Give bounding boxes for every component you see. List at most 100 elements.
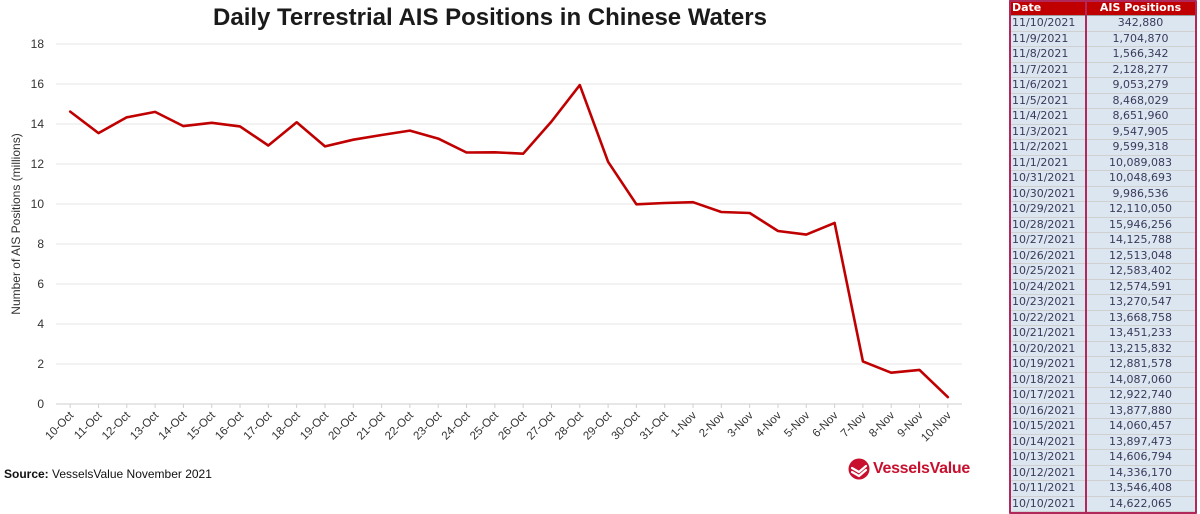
cell-ais-positions: 9,053,279 [1085, 77, 1196, 94]
cell-date: 10/19/2021 [1009, 356, 1086, 373]
cell-date: 10/17/2021 [1009, 387, 1086, 404]
y-tick-label: 16 [31, 77, 45, 91]
cell-date: 10/12/2021 [1009, 464, 1086, 481]
cell-ais-positions: 10,048,693 [1085, 170, 1196, 187]
x-tick-label: 10-Nov [919, 409, 954, 444]
x-tick-label: 25-Oct [468, 409, 501, 442]
y-tick-label: 18 [31, 37, 45, 51]
cell-ais-positions: 13,546,408 [1085, 480, 1196, 497]
table-row: 11/2/2021 9,599,318 [1009, 139, 1196, 156]
x-tick-label: 23-Oct [411, 409, 444, 442]
x-tick-label: 1-Nov [669, 409, 699, 439]
cell-ais-positions: 12,881,578 [1085, 356, 1196, 373]
x-tick-label: 4-Nov [754, 409, 784, 439]
y-tick-label: 10 [31, 197, 45, 211]
header-date[interactable]: Date [1009, 0, 1086, 16]
table-row: 11/3/2021 9,547,905 [1009, 123, 1196, 140]
cell-date: 11/6/2021 [1009, 77, 1086, 94]
x-tick-label: 26-Oct [496, 409, 529, 442]
cell-ais-positions: 2,128,277 [1085, 61, 1196, 78]
table-row: 10/27/2021 14,125,788 [1009, 232, 1196, 249]
table-row: 10/16/2021 13,877,880 [1009, 402, 1196, 419]
brand-name: VesselsValue [873, 460, 970, 477]
cell-date: 11/8/2021 [1009, 46, 1086, 63]
y-tick-label: 0 [37, 397, 44, 411]
table-row: 10/23/2021 13,270,547 [1009, 294, 1196, 311]
x-tick-label: 18-Oct [270, 409, 303, 442]
cell-ais-positions: 13,270,547 [1085, 294, 1196, 311]
table-row: 11/4/2021 8,651,960 [1009, 108, 1196, 125]
cell-ais-positions: 12,110,050 [1085, 201, 1196, 218]
cell-date: 10/16/2021 [1009, 402, 1086, 419]
cell-ais-positions: 14,087,060 [1085, 371, 1196, 388]
source-label: Source: [4, 467, 49, 481]
cell-date: 10/23/2021 [1009, 294, 1086, 311]
x-tick-label: 21-Oct [355, 409, 388, 442]
table-row: 10/28/2021 15,946,256 [1009, 216, 1196, 233]
table-row: 11/10/2021 342,880 [1009, 15, 1196, 32]
x-tick-label: 31-Oct [638, 409, 671, 442]
table-row: 11/8/2021 1,566,342 [1009, 46, 1196, 63]
table-row: 10/18/2021 14,087,060 [1009, 371, 1196, 388]
cell-date: 10/30/2021 [1009, 185, 1086, 202]
cell-date: 10/18/2021 [1009, 371, 1086, 388]
x-tick-label: 12-Oct [100, 409, 133, 442]
table-row: 10/26/2021 12,513,048 [1009, 247, 1196, 264]
cell-ais-positions: 1,704,870 [1085, 30, 1196, 47]
x-tick-label: 16-Oct [213, 409, 246, 442]
table-row: 10/14/2021 13,897,473 [1009, 433, 1196, 450]
cell-date: 10/14/2021 [1009, 433, 1086, 450]
cell-ais-positions: 13,668,758 [1085, 309, 1196, 326]
cell-date: 11/5/2021 [1009, 92, 1086, 109]
cell-ais-positions: 1,566,342 [1085, 46, 1196, 63]
cell-ais-positions: 13,215,832 [1085, 340, 1196, 357]
x-tick-label: 13-Oct [128, 409, 161, 442]
x-tick-label: 5-Nov [782, 409, 812, 439]
x-tick-label: 15-Oct [185, 409, 218, 442]
table-row: 10/15/2021 14,060,457 [1009, 418, 1196, 435]
cell-ais-positions: 12,583,402 [1085, 263, 1196, 280]
cell-date: 10/21/2021 [1009, 325, 1086, 342]
cell-date: 10/11/2021 [1009, 480, 1086, 497]
cell-ais-positions: 14,606,794 [1085, 449, 1196, 466]
header-ais-positions[interactable]: AIS Positions [1085, 0, 1196, 16]
x-tick-label: 7-Nov [839, 409, 869, 439]
table-row: 10/30/2021 9,986,536 [1009, 185, 1196, 202]
x-tick-label: 22-Oct [383, 409, 416, 442]
table-header-row: Date AIS Positions [1009, 0, 1196, 16]
x-tick-label: 20-Oct [327, 409, 360, 442]
x-tick-label: 3-Nov [726, 409, 756, 439]
plot-area: 02468101214161810-Oct11-Oct12-Oct13-Oct1… [9, 37, 962, 444]
line-chart: Daily Terrestrial AIS Positions in Chine… [4, 4, 970, 481]
cell-date: 11/2/2021 [1009, 139, 1086, 156]
y-axis-label: Number of AIS Positions (millions) [9, 133, 23, 314]
cell-date: 11/10/2021 [1009, 15, 1086, 32]
cell-date: 11/7/2021 [1009, 61, 1086, 78]
cell-date: 10/31/2021 [1009, 170, 1086, 187]
x-tick-label: 24-Oct [440, 409, 473, 442]
ais-data-table: Date AIS Positions 11/10/2021 342,880 11/9… [1009, 0, 1196, 512]
table-row: 11/1/2021 10,089,083 [1009, 154, 1196, 171]
cell-date: 10/15/2021 [1009, 418, 1086, 435]
cell-ais-positions: 14,125,788 [1085, 232, 1196, 249]
cell-ais-positions: 342,880 [1085, 15, 1196, 32]
table-row: 10/24/2021 12,574,591 [1009, 278, 1196, 295]
y-tick-label: 14 [31, 117, 45, 131]
table-row: 11/7/2021 2,128,277 [1009, 61, 1196, 78]
cell-date: 10/20/2021 [1009, 340, 1086, 357]
cell-date: 10/28/2021 [1009, 216, 1086, 233]
series-line [68, 83, 950, 399]
table-row: 10/19/2021 12,881,578 [1009, 356, 1196, 373]
cell-date: 10/22/2021 [1009, 309, 1086, 326]
brand-logo: VesselsValue [848, 458, 970, 480]
cell-ais-positions: 9,599,318 [1085, 139, 1196, 156]
cell-ais-positions: 13,877,880 [1085, 402, 1196, 419]
x-tick-label: 10-Oct [43, 409, 76, 442]
cell-date: 10/29/2021 [1009, 201, 1086, 218]
data-table-panel: Date AIS Positions 11/10/2021 342,880 11/9… [1009, 0, 1197, 514]
x-tick-label: 19-Oct [298, 409, 331, 442]
cell-ais-positions: 13,451,233 [1085, 325, 1196, 342]
cell-date: 11/9/2021 [1009, 30, 1086, 47]
cell-date: 10/25/2021 [1009, 263, 1086, 280]
table-row: 10/11/2021 13,546,408 [1009, 480, 1196, 497]
